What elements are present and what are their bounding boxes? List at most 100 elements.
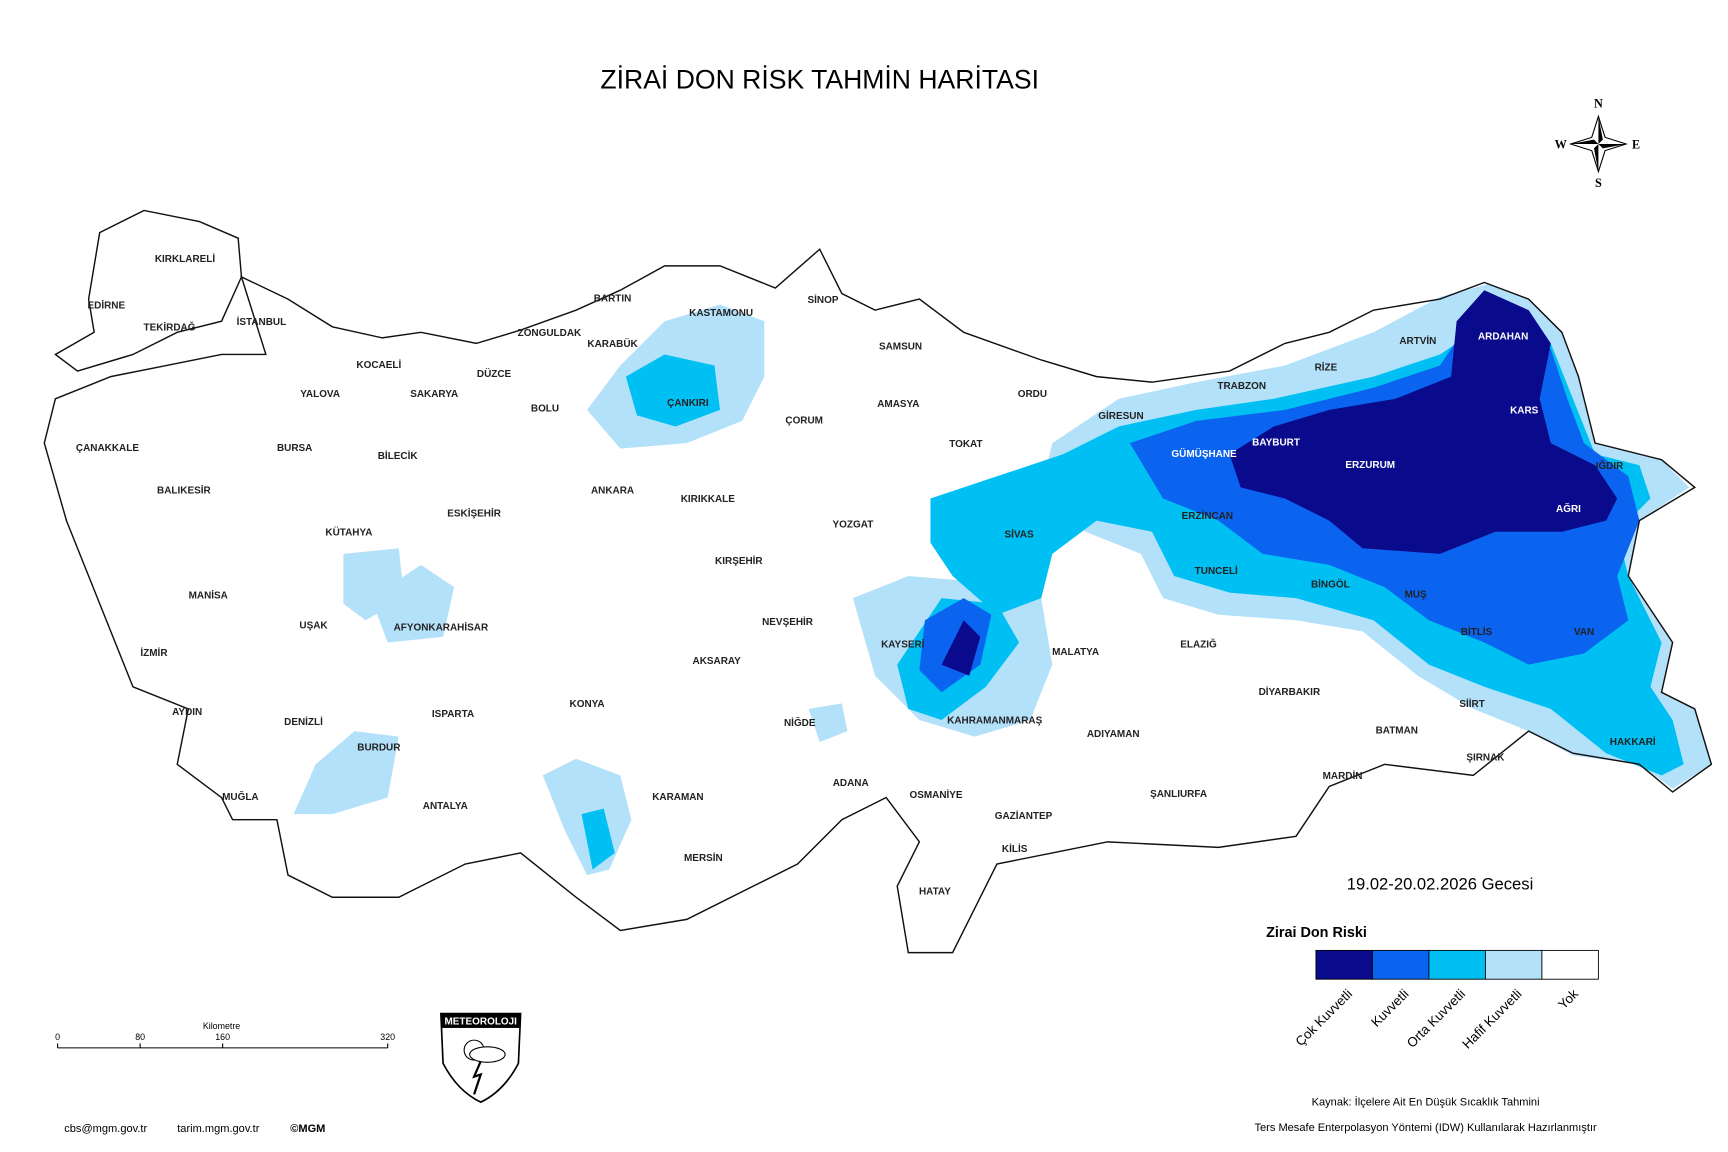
province-label: ANTALYA — [423, 801, 468, 812]
province-label: AKSARAY — [693, 656, 742, 667]
legend-swatch — [1371, 949, 1430, 980]
legend-label: Hafif Kuvvetli — [1459, 986, 1524, 1051]
province-label: TUNCELİ — [1195, 566, 1238, 577]
compass-east: E — [1632, 137, 1640, 151]
legend-swatch — [1315, 949, 1373, 980]
province-label: İSTANBUL — [237, 317, 287, 328]
province-label: ANKARA — [591, 485, 634, 496]
province-label: BATMAN — [1376, 726, 1418, 737]
province-label: EDİRNE — [88, 300, 126, 311]
province-label: NEVŞEHİR — [762, 617, 813, 628]
province-label: MUŞ — [1405, 589, 1427, 600]
compass-south: S — [1595, 176, 1602, 190]
province-label: DENİZLİ — [284, 717, 323, 728]
province-label: KAHRAMANMARAŞ — [947, 716, 1042, 727]
province-label: GAZİANTEP — [995, 811, 1053, 822]
province-label: KIRIKKALE — [681, 494, 736, 505]
province-label: KOCAELİ — [356, 360, 401, 371]
province-label: ARTVİN — [1399, 336, 1436, 347]
province-label: KIRKLARELİ — [155, 254, 216, 265]
province-label: DÜZCE — [477, 369, 512, 380]
province-label: KONYA — [570, 699, 605, 710]
scale-tick-label: 80 — [135, 1032, 145, 1042]
risk-areas — [293, 283, 1712, 876]
province-label: ARDAHAN — [1478, 331, 1528, 342]
province-label: ÇANKIRI — [667, 398, 709, 409]
footer-email: cbs@mgm.gov.tr — [64, 1123, 147, 1135]
province-label: KIRŞEHİR — [715, 556, 763, 567]
risk-area — [625, 354, 720, 427]
province-label: AYDIN — [172, 707, 202, 718]
province-label: HAKKARİ — [1610, 737, 1656, 748]
province-label: AMASYA — [877, 399, 919, 410]
province-label: ESKİŞEHİR — [447, 509, 501, 520]
province-label: BAYBURT — [1252, 438, 1300, 449]
risk-area — [941, 620, 981, 676]
province-label: KARS — [1510, 406, 1539, 417]
legend-swatch — [1484, 949, 1543, 980]
province-label: ISPARTA — [432, 709, 474, 720]
forecast-date: 19.02-20.02.2026 Gecesi — [1347, 874, 1534, 893]
province-label: SİVAS — [1005, 530, 1034, 541]
province-label: ŞIRNAK — [1466, 752, 1505, 763]
province-label: SİNOP — [808, 295, 839, 306]
province-label: YALOVA — [300, 389, 340, 400]
province-label: IĞDIR — [1596, 460, 1624, 472]
legend-label: Kuvvetli — [1368, 986, 1412, 1030]
legend-label: Yok — [1555, 986, 1581, 1012]
province-label: RİZE — [1315, 362, 1338, 373]
footer-copyright: ©MGM — [290, 1123, 325, 1135]
province-label: VAN — [1574, 627, 1594, 638]
province-label: BİNGÖL — [1311, 579, 1350, 590]
logo-text: METEOROLOJI — [445, 1017, 518, 1028]
scale-tick-label: 320 — [380, 1032, 395, 1042]
province-label: BOLU — [531, 403, 559, 414]
province-label: BARTIN — [594, 294, 632, 305]
province-label: ADANA — [833, 778, 869, 789]
footer-site: tarim.mgm.gov.tr — [177, 1123, 259, 1135]
province-label: BALIKESİR — [157, 485, 211, 496]
province-label: BİTLİS — [1461, 627, 1493, 638]
province-label: HATAY — [919, 886, 951, 897]
source-line-1: Kaynak: İlçelere Ait En Düşük Sıcaklık T… — [1312, 1095, 1540, 1108]
province-label: OSMANİYE — [909, 790, 962, 801]
province-label: ERZİNCAN — [1182, 511, 1233, 522]
province-label: ADIYAMAN — [1087, 729, 1140, 740]
province-label: SİİRT — [1459, 699, 1484, 710]
province-label: MARDİN — [1323, 771, 1363, 782]
province-labels: KIRKLARELİ EDİRNE TEKİRDAĞ İSTANBUL KOCAELİ Y… — [76, 254, 1656, 897]
province-label: ZONGULDAK — [518, 328, 582, 339]
province-label: BURSA — [277, 443, 312, 454]
province-label: TEKİRDAĞ — [143, 322, 195, 334]
compass-north: N — [1594, 96, 1603, 110]
province-label: NİĞDE — [784, 717, 816, 729]
province-label: KASTAMONU — [689, 308, 753, 319]
province-label: TOKAT — [949, 439, 982, 450]
country-outline — [43, 209, 1713, 954]
province-label: BİLECİK — [378, 451, 419, 462]
risk-area — [581, 808, 615, 870]
province-label: YOZGAT — [833, 520, 874, 531]
province-label: MERSİN — [684, 853, 723, 864]
province-label: KARAMAN — [652, 792, 703, 803]
logo: METEOROLOJI — [439, 1012, 522, 1104]
legend-swatch — [1428, 949, 1486, 980]
legend-label: Çok Kuvvetli — [1292, 986, 1355, 1049]
risk-area — [1229, 290, 1618, 554]
province-label: AĞRI — [1556, 503, 1581, 515]
province-label: TRABZON — [1217, 381, 1266, 392]
province-label: ÇANAKKALE — [76, 443, 139, 454]
province-label: KİLİS — [1002, 844, 1028, 855]
province-label: MALATYA — [1052, 647, 1099, 658]
province-label: MUĞLA — [222, 791, 258, 803]
province-label: BURDUR — [357, 742, 400, 753]
source-line-2: Ters Mesafe Enterpolasyon Yöntemi (IDW) … — [1254, 1122, 1597, 1134]
risk-area — [293, 731, 399, 815]
province-label: UŞAK — [299, 620, 328, 631]
province-label: KÜTAHYA — [325, 527, 372, 538]
compass: N W E S — [1555, 96, 1640, 190]
province-label: KAYSERİ — [881, 639, 925, 650]
province-label: DİYARBAKIR — [1259, 687, 1321, 698]
risk-area — [808, 703, 848, 743]
